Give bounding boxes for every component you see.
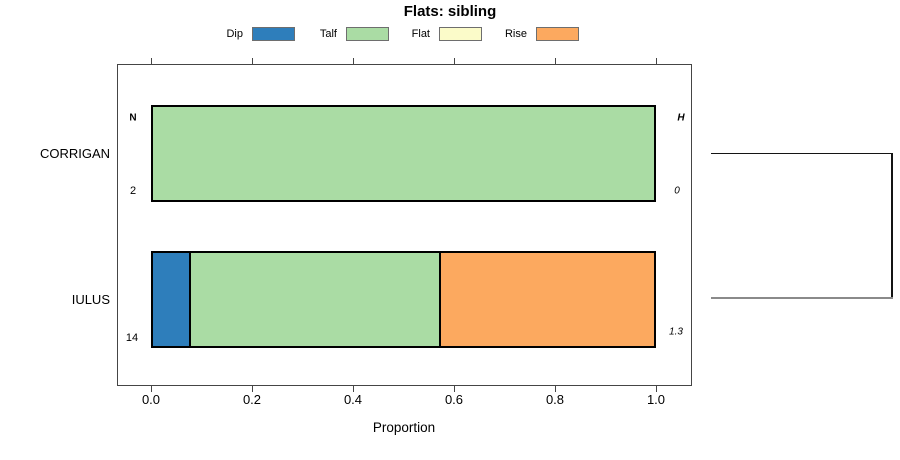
legend-swatch-talf — [346, 27, 389, 41]
n-value-iulus: 14 — [125, 332, 139, 344]
x-axis-tick-label: 0.0 — [141, 392, 161, 407]
bar-segment-talf — [188, 253, 440, 346]
legend-item-flat: Flat — [400, 26, 482, 42]
bar-segment-talf — [153, 107, 654, 200]
x-axis-tick-label: 0.6 — [444, 392, 464, 407]
x-axis-tick-top — [454, 58, 455, 64]
y-axis-label-corrigan: CORRIGAN — [39, 146, 110, 161]
x-axis-tick-label: 0.4 — [343, 392, 363, 407]
sibling-bracket-bottom-line — [711, 297, 893, 299]
plot-area: N H 2 0 14 1.3 — [117, 64, 692, 386]
x-axis-tick-label: 0.2 — [242, 392, 262, 407]
h-value-corrigan: 0 — [674, 185, 680, 197]
bar-iulus — [151, 251, 656, 348]
legend-item-dip: Dip — [213, 26, 295, 42]
x-axis-tick-top — [656, 58, 657, 64]
bar-segment-dip — [153, 253, 189, 346]
x-axis-tick-bottom — [656, 386, 657, 392]
x-axis-tick-label: 1.0 — [646, 392, 666, 407]
x-axis-tick-top — [151, 58, 152, 64]
x-axis-tick-bottom — [555, 386, 556, 392]
legend-swatch-rise — [536, 27, 579, 41]
h-column-header: H — [677, 112, 685, 124]
x-axis-tick-top — [252, 58, 253, 64]
legend-item-talf: Talf — [307, 26, 389, 42]
sibling-bracket-top-line — [711, 153, 893, 154]
legend-swatch-dip — [252, 27, 295, 41]
legend-item-rise: Rise — [497, 26, 579, 42]
legend-label-talf: Talf — [319, 28, 337, 40]
chart-title: Flats: sibling — [403, 3, 497, 20]
legend-label-flat: Flat — [411, 28, 430, 40]
legend-label-dip: Dip — [226, 28, 243, 40]
n-column-header: N — [129, 112, 137, 124]
h-value-iulus: 1.3 — [669, 326, 683, 338]
x-axis-tick-bottom — [151, 386, 152, 392]
x-axis-tick-bottom — [252, 386, 253, 392]
x-axis-tick-bottom — [353, 386, 354, 392]
x-axis-title: Proportion — [372, 420, 436, 435]
x-axis-tick-label: 0.8 — [545, 392, 565, 407]
bar-segment-rise — [439, 253, 654, 346]
n-value-corrigan: 2 — [129, 185, 137, 197]
x-axis-tick-bottom — [454, 386, 455, 392]
sibling-bracket-vertical-line — [891, 153, 893, 299]
x-axis-tick-top — [555, 58, 556, 64]
x-axis-tick-top — [353, 58, 354, 64]
bar-corrigan — [151, 105, 656, 202]
legend-swatch-flat — [439, 27, 482, 41]
legend-label-rise: Rise — [504, 28, 527, 40]
y-axis-label-iulus: IULUS — [71, 292, 110, 307]
